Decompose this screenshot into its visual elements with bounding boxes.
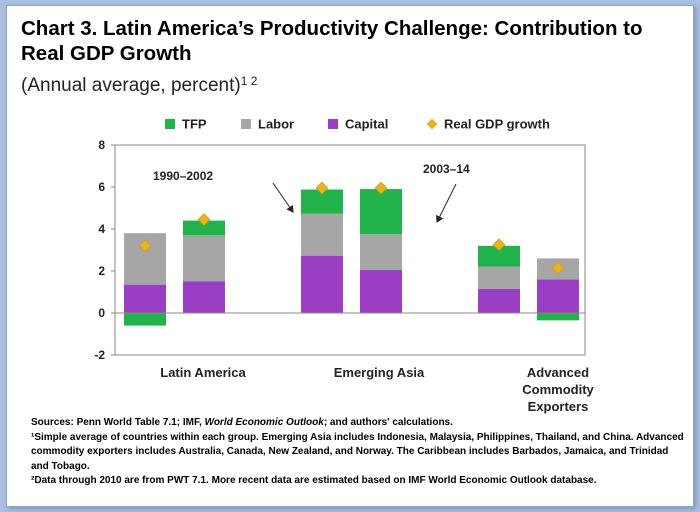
- x-category-label: Emerging Asia: [334, 365, 425, 380]
- legend-label: Capital: [345, 117, 388, 132]
- legend-swatch: [328, 119, 338, 129]
- legend-label: Labor: [258, 117, 294, 132]
- bar-labor-3: [360, 234, 402, 270]
- y-tick-label: -2: [94, 348, 105, 362]
- y-tick-label: 4: [98, 222, 105, 236]
- footnote-1: ¹Simple average of countries within each…: [31, 431, 684, 472]
- gdp-growth-marker: [197, 213, 211, 226]
- x-category-label: Advanced Commodity Exporters: [522, 365, 594, 414]
- stacked-bar-chart: -2 0 2 4 6 8 Latin America Emerging Asia Advance…: [94, 117, 594, 415]
- y-tick-label: 8: [98, 138, 105, 152]
- chart-title: Chart 3. Latin America’s Productivity Ch…: [21, 17, 643, 65]
- subtitle-text: (Annual average, percent): [21, 75, 241, 96]
- legend-swatch: [165, 119, 175, 129]
- bar-tfp-1: [183, 220, 225, 236]
- bar-tfp-4: [478, 245, 520, 267]
- legend-label: Real GDP growth: [444, 117, 550, 132]
- chart-notes: Sources: Penn World Table 7.1; IMF, Worl…: [31, 416, 686, 489]
- bar-capital-5: [537, 279, 579, 313]
- bar-capital-3: [360, 269, 402, 313]
- bar-capital-1: [183, 281, 225, 313]
- bar-labor-1: [183, 235, 225, 282]
- bar-capital-4: [478, 288, 520, 313]
- gdp-growth-marker: [551, 261, 565, 275]
- legend-swatch: [241, 119, 251, 129]
- annotation-1990-2002: 1990–2002: [153, 169, 213, 183]
- plot-area: [114, 144, 586, 356]
- bar-tfp-5: [537, 313, 579, 321]
- subtitle-footnote-refs: 1 2: [240, 74, 258, 88]
- gdp-growth-marker: [492, 238, 506, 252]
- x-category-label: Latin America: [160, 365, 246, 380]
- bar-labor-4: [478, 266, 520, 289]
- legend-label: TFP: [182, 117, 207, 132]
- y-tick-label: 2: [98, 264, 105, 278]
- bar-capital-0: [124, 284, 166, 313]
- bar-labor-2: [301, 213, 343, 256]
- y-tick-label: 0: [98, 306, 105, 320]
- bar-tfp-0: [124, 313, 166, 326]
- chart-frame: Chart 3. Latin America’s Productivity Ch…: [6, 5, 694, 507]
- gdp-growth-marker: [374, 181, 388, 195]
- arrow-2003-14: [436, 183, 457, 223]
- chart-subtitle: (Annual average, percent)1 2: [21, 69, 257, 98]
- arrow-1990-2002: [272, 182, 294, 213]
- sources-publication: World Economic Outlook: [204, 417, 324, 428]
- y-tick-label: 6: [98, 180, 105, 194]
- gdp-growth-marker: [315, 181, 329, 195]
- legend-swatch: [426, 118, 438, 130]
- bar-tfp-3: [360, 189, 402, 235]
- footnote-2: ²Data through 2010 are from PWT 7.1. Mor…: [31, 475, 597, 487]
- bar-capital-2: [301, 255, 343, 313]
- sources-note: Sources: Penn World Table 7.1; IMF, Worl…: [31, 417, 453, 428]
- annotation-2003-14: 2003–14: [423, 162, 470, 176]
- gdp-growth-marker: [138, 239, 152, 253]
